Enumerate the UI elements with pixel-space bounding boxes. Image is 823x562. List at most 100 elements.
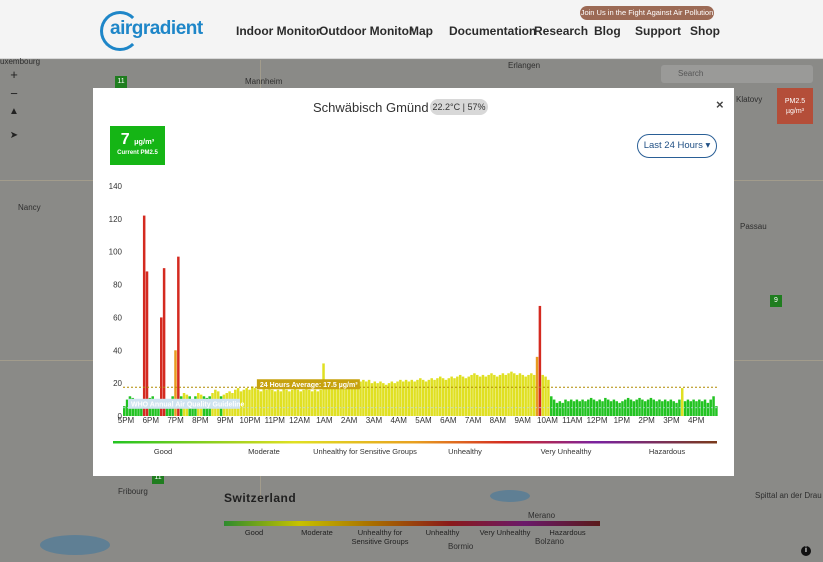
map-label: Spittal an der Drau [755,491,822,500]
chart-bar [382,383,385,416]
nav-documentation[interactable]: Documentation [449,24,537,38]
map-legend-label: Good [244,528,264,537]
chart-bar [293,388,297,416]
chart-bar [447,378,451,416]
chart-bar [165,402,169,416]
chart-bar [683,401,687,416]
x-tick-label: 1AM [316,416,333,425]
pm-value: 7 [120,131,130,148]
y-tick-label: 20 [113,379,122,388]
x-tick-label: 10PM [240,416,261,425]
y-tick-label: 100 [109,248,123,257]
zoom-in-button[interactable]: + [10,67,18,82]
chart-bar [322,363,325,416]
nav-map[interactable]: Map [409,24,433,38]
average-label-bg [256,379,360,390]
chart-bar [345,388,348,416]
station-title: Schwäbisch Gmünd [313,100,429,115]
x-tick-label: 4AM [390,416,407,425]
map-marker[interactable]: 9 [770,295,782,307]
chart-bar [439,376,442,416]
pm-box-line2: µg/m³ [785,108,805,115]
chart-bar [612,399,616,416]
nav-indoor-monitor[interactable]: Indoor Monitor [236,24,321,38]
pm-selector-box[interactable]: PM2.5 µg/m³ [777,88,813,124]
chart-bar [680,388,684,416]
chart-bar [532,374,536,416]
y-tick-label: 40 [113,346,122,355]
chart-bar [655,401,658,416]
x-tick-label: 5PM [118,416,135,425]
guideline-label-bg [128,398,240,409]
chart-bar [495,376,499,416]
chart-bar [513,373,516,416]
nav-outdoor-monitor[interactable]: Outdoor Monitor [319,24,414,38]
chart-bar [689,401,693,416]
chart-bar [675,402,678,416]
nav-support[interactable]: Support [635,24,681,38]
x-tick-label: 2PM [638,416,655,425]
map-country-label: Switzerland [224,491,297,505]
chart-bar [347,386,351,416]
temp-humidity-badge: 22.2°C | 57% [430,99,488,115]
info-icon[interactable]: i [801,546,811,556]
x-tick-label: 10AM [537,416,558,425]
x-tick-label: 5AM [415,416,432,425]
chart-bar [319,389,322,416]
zoom-out-button[interactable]: − [10,86,18,101]
chart-bar [290,389,294,416]
chart-bar [282,388,285,416]
aqi-legend-label: Moderate [248,447,280,456]
chart-bar [518,373,522,416]
x-tick-label: 9AM [514,416,531,425]
map-search-input[interactable]: Search [661,65,813,83]
locate-icon[interactable]: ➤ [9,130,19,141]
chart-bar [273,391,277,416]
chart-bar [313,389,317,416]
nav-research[interactable]: Research [534,24,589,38]
chart-bar [441,378,445,416]
compass-icon[interactable]: ▲ [9,106,19,117]
chart-bar [248,389,251,416]
aqi-legend-bar [113,441,717,444]
chart-bar [561,402,564,416]
pm-history-chart: 0 20 40 60 80 100 120 140 24 Hours Average: 17.5… [109,182,718,456]
chart-bar [350,384,354,416]
time-range-dropdown[interactable]: Last 24 Hours ▾ [637,134,717,158]
airgradient-logo[interactable]: airgradient [100,9,203,53]
map-label: Fribourg [118,487,148,496]
map-label: Nancy [18,203,41,212]
chart-bar [498,374,502,416]
nav-shop[interactable]: Shop [690,24,720,38]
chart-bar [364,381,368,416]
chart-bar [444,379,448,416]
nav-blog[interactable]: Blog [594,24,621,38]
y-tick-label: 80 [113,281,122,290]
aqi-legend-label: Hazardous [649,447,686,456]
map-marker[interactable]: 11 [115,76,127,88]
x-tick-label: 9PM [217,416,234,425]
map-label: Passau [740,222,767,231]
chart-bar [259,391,263,416]
join-us-button[interactable]: Join Us in the Fight Against Air Polluti… [580,6,714,20]
chart-bar [706,402,710,416]
chart-bar [359,381,362,416]
chart-bar [552,399,556,416]
chart-bar [162,268,166,416]
chart-bar [450,376,453,416]
chart-bar [555,402,559,416]
chart-bar [421,379,425,416]
chart-bar [325,388,328,416]
chart-bar [629,399,633,416]
chart-bar [550,396,553,416]
logo-ring-icon [100,11,140,51]
close-button[interactable]: × [716,97,724,112]
chart-bar [484,376,488,416]
chart-bar [424,381,428,416]
chart-bar [581,399,584,416]
chart-bar [387,383,391,416]
chart-bar [399,379,402,416]
x-tick-label: 12AM [289,416,310,425]
chart-bar [245,388,248,416]
chart-bar [413,381,416,416]
